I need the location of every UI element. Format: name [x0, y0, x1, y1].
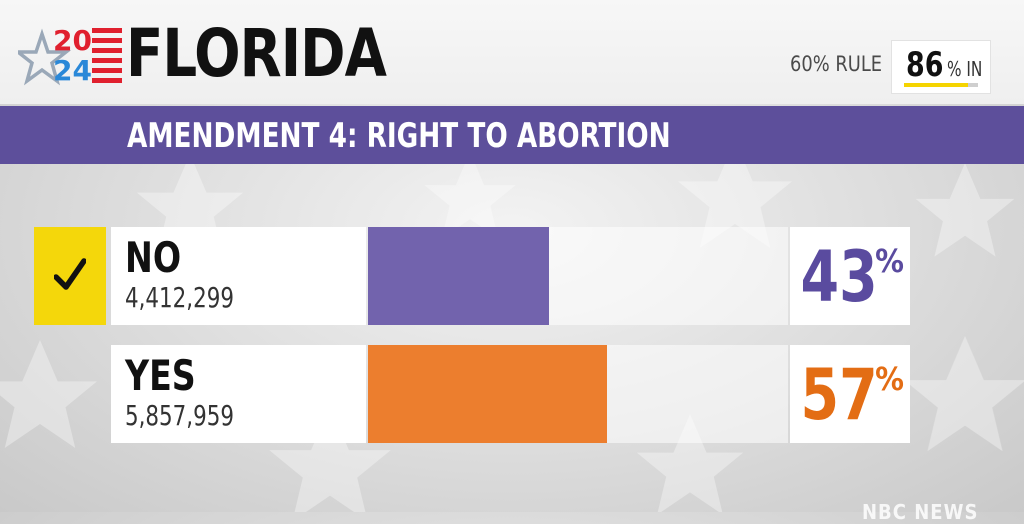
logo-year-bottom: 24 — [53, 54, 92, 87]
reporting-suffix: % IN — [947, 57, 983, 81]
option-percent: 57 — [800, 354, 878, 436]
header: 20 24 FLORIDA 60% RULE 86 % IN — [0, 0, 1024, 104]
vote-bar-fill — [368, 345, 607, 443]
logo-year-top: 20 — [53, 24, 92, 57]
percent-panel: 57 % — [790, 345, 910, 443]
reporting-indicator: 86 % IN — [891, 40, 991, 94]
percent-panel: 43 % — [790, 227, 910, 325]
option-panel: YES 5,857,959 — [111, 345, 366, 443]
election-2024-logo: 20 24 — [18, 24, 122, 87]
network-logo: NBC NEWS — [862, 500, 979, 524]
threshold-rule: 60% RULE — [790, 52, 883, 76]
option-votes: 5,857,959 — [125, 399, 234, 432]
vote-bar-fill — [368, 227, 549, 325]
percent-sign: % — [875, 242, 904, 280]
flag-stripes-icon — [92, 28, 122, 83]
reporting-progress-fill — [904, 83, 968, 87]
star-icon — [18, 28, 72, 86]
option-percent: 43 — [800, 236, 878, 318]
option-name: YES — [125, 351, 196, 400]
vote-bar-track — [368, 345, 788, 443]
reporting-value: 86 — [906, 45, 944, 85]
checkmark-icon — [54, 258, 86, 290]
option-panel: NO 4,412,299 — [111, 227, 366, 325]
reporting-progress-bar — [904, 83, 978, 87]
percent-sign: % — [875, 360, 904, 398]
option-votes: 4,412,299 — [125, 281, 234, 314]
vote-bar-track — [368, 227, 788, 325]
state-title: FLORIDA — [126, 15, 387, 92]
option-name: NO — [125, 233, 182, 282]
race-banner: AMENDMENT 4: RIGHT TO ABORTION — [0, 106, 1024, 164]
race-title: AMENDMENT 4: RIGHT TO ABORTION — [127, 116, 671, 156]
winner-check-box — [34, 227, 106, 325]
